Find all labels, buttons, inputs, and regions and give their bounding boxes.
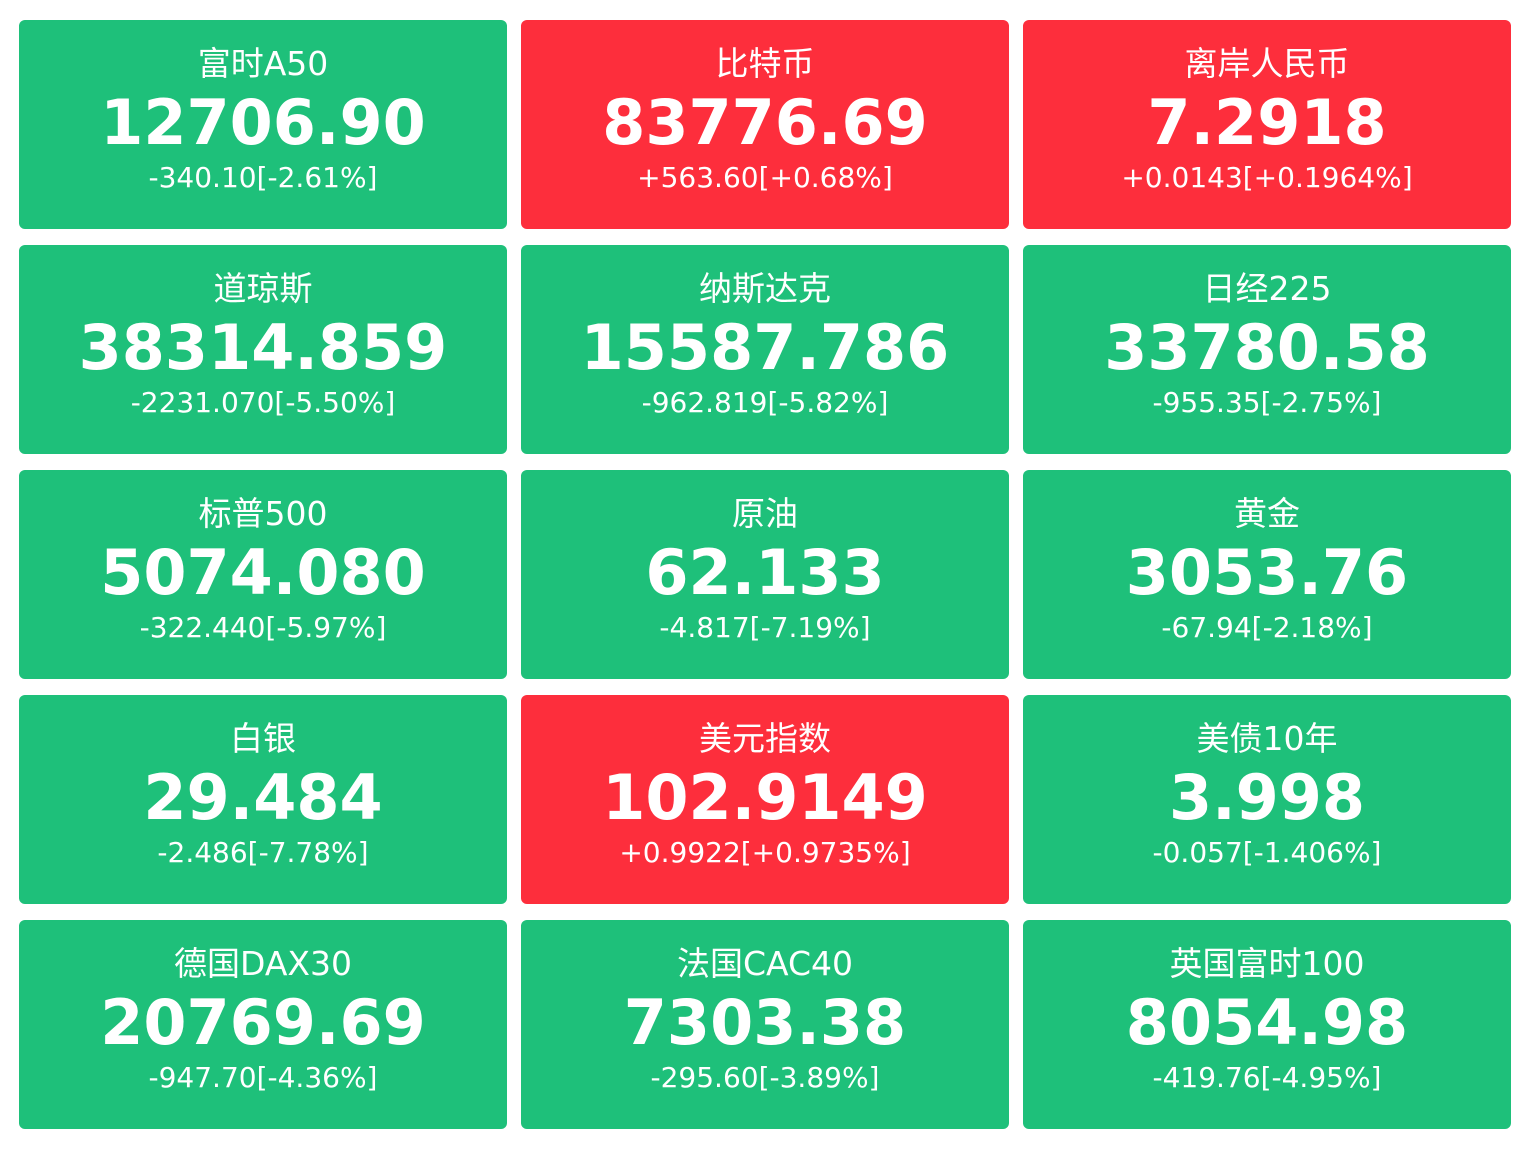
market-name: 法国CAC40	[676, 944, 854, 983]
market-name: 道琼斯	[213, 269, 313, 308]
market-change: -947.70[-4.36%]	[148, 1061, 378, 1094]
market-name: 标普500	[198, 494, 328, 533]
market-tile[interactable]: 美债10年 3.998 -0.057[-1.406%]	[1023, 695, 1511, 904]
market-name: 美债10年	[1196, 719, 1338, 758]
market-change: -340.10[-2.61%]	[148, 161, 378, 194]
market-name: 原油	[732, 494, 798, 533]
market-name: 日经225	[1202, 269, 1332, 308]
market-price: 83776.69	[602, 86, 928, 159]
market-price: 5074.080	[100, 536, 426, 609]
market-price: 3053.76	[1125, 536, 1409, 609]
market-change: -322.440[-5.97%]	[139, 611, 387, 644]
market-change: -295.60[-3.89%]	[650, 1061, 880, 1094]
market-name: 黄金	[1234, 494, 1300, 533]
market-tile[interactable]: 德国DAX30 20769.69 -947.70[-4.36%]	[19, 920, 507, 1129]
market-tile[interactable]: 纳斯达克 15587.786 -962.819[-5.82%]	[521, 245, 1009, 454]
market-change: +0.9922[+0.9735%]	[619, 836, 911, 869]
market-tile[interactable]: 原油 62.133 -4.817[-7.19%]	[521, 470, 1009, 679]
market-tile[interactable]: 英国富时100 8054.98 -419.76[-4.95%]	[1023, 920, 1511, 1129]
market-change: -2.486[-7.78%]	[157, 836, 369, 869]
market-name: 纳斯达克	[699, 269, 831, 308]
market-price: 62.133	[645, 536, 885, 609]
market-price: 3.998	[1168, 761, 1366, 834]
market-change: -4.817[-7.19%]	[659, 611, 871, 644]
market-change: -955.35[-2.75%]	[1152, 386, 1382, 419]
market-price: 20769.69	[100, 986, 426, 1059]
market-change: +563.60[+0.68%]	[637, 161, 893, 194]
market-tile[interactable]: 法国CAC40 7303.38 -295.60[-3.89%]	[521, 920, 1009, 1129]
market-price: 7.2918	[1147, 86, 1387, 159]
market-price: 38314.859	[78, 311, 448, 384]
market-price: 15587.786	[580, 311, 950, 384]
market-price: 29.484	[143, 761, 383, 834]
market-price: 102.9149	[602, 761, 928, 834]
market-change: +0.0143[+0.1964%]	[1121, 161, 1413, 194]
market-tile[interactable]: 道琼斯 38314.859 -2231.070[-5.50%]	[19, 245, 507, 454]
market-name: 比特币	[715, 44, 815, 83]
market-tile-grid: 富时A50 12706.90 -340.10[-2.61%] 比特币 83776…	[19, 20, 1511, 1129]
market-tile[interactable]: 标普500 5074.080 -322.440[-5.97%]	[19, 470, 507, 679]
market-change: -67.94[-2.18%]	[1161, 611, 1373, 644]
market-change: -0.057[-1.406%]	[1152, 836, 1382, 869]
market-change: -962.819[-5.82%]	[641, 386, 889, 419]
market-name: 白银	[230, 719, 296, 758]
market-tile[interactable]: 富时A50 12706.90 -340.10[-2.61%]	[19, 20, 507, 229]
market-tile[interactable]: 美元指数 102.9149 +0.9922[+0.9735%]	[521, 695, 1009, 904]
market-price: 33780.58	[1104, 311, 1430, 384]
market-tile[interactable]: 日经225 33780.58 -955.35[-2.75%]	[1023, 245, 1511, 454]
market-change: -419.76[-4.95%]	[1152, 1061, 1382, 1094]
market-tile[interactable]: 黄金 3053.76 -67.94[-2.18%]	[1023, 470, 1511, 679]
market-price: 8054.98	[1125, 986, 1409, 1059]
market-tile[interactable]: 比特币 83776.69 +563.60[+0.68%]	[521, 20, 1009, 229]
market-price: 7303.38	[623, 986, 907, 1059]
market-name: 离岸人民币	[1184, 44, 1350, 83]
market-change: -2231.070[-5.50%]	[130, 386, 396, 419]
market-name: 美元指数	[699, 719, 831, 758]
market-price: 12706.90	[100, 86, 426, 159]
market-name: 富时A50	[197, 44, 329, 83]
market-name: 英国富时100	[1169, 944, 1365, 983]
market-tile[interactable]: 离岸人民币 7.2918 +0.0143[+0.1964%]	[1023, 20, 1511, 229]
market-name: 德国DAX30	[173, 944, 352, 983]
market-tile[interactable]: 白银 29.484 -2.486[-7.78%]	[19, 695, 507, 904]
